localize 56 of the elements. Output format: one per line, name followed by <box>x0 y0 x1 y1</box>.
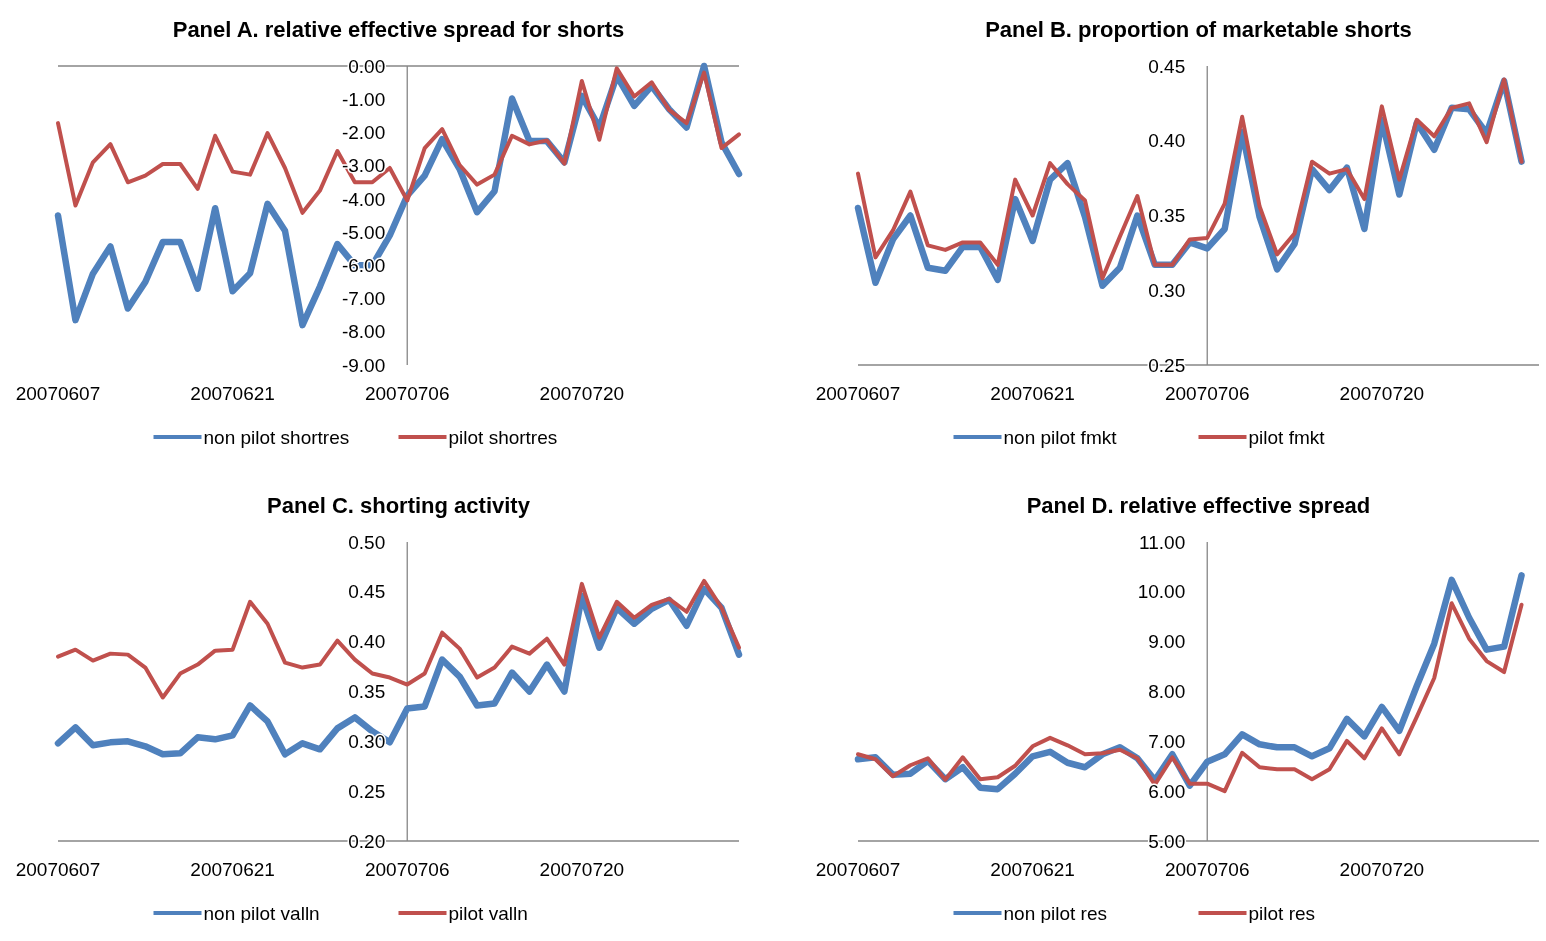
y-tick-label: 0.25 <box>348 780 386 802</box>
y-tick-label: 0.35 <box>1148 205 1186 227</box>
y-tick-label: 0.20 <box>348 830 386 852</box>
y-tick-label: 0.30 <box>1148 279 1186 301</box>
x-tick-label: 20070621 <box>190 859 275 880</box>
x-tick-label: 20070621 <box>990 859 1075 880</box>
y-tick-label: -1.00 <box>341 88 386 110</box>
y-tick-label: -7.00 <box>341 288 386 310</box>
x-tick-label: 20070607 <box>15 383 101 404</box>
x-tick-label: 20070621 <box>190 383 275 404</box>
x-tick-label: 20070720 <box>1339 859 1425 880</box>
y-tick-label: 0.25 <box>1148 354 1186 376</box>
y-tick-label: 7.00 <box>1148 730 1186 752</box>
x-tick-label: 20070720 <box>1339 383 1425 404</box>
x-tick-label: 20070621 <box>990 383 1075 404</box>
y-tick-label: 0.30 <box>348 730 386 752</box>
legend-label: non pilot valln <box>203 902 320 924</box>
chart-title: Panel A. relative effective spread for shorts <box>172 17 625 42</box>
y-tick-label: -5.00 <box>341 221 386 243</box>
legend-label: pilot shortres <box>448 426 558 448</box>
legend-label: non pilot shortres <box>203 426 350 448</box>
x-tick-label: 20070607 <box>15 859 101 880</box>
y-tick-label: 0.40 <box>348 631 386 653</box>
x-tick-label: 20070720 <box>539 383 625 404</box>
y-tick-label: 6.00 <box>1148 780 1186 802</box>
x-tick-label: 20070706 <box>1164 859 1250 880</box>
legend-label: non pilot res <box>1003 902 1108 924</box>
legend-label: non pilot fmkt <box>1003 426 1118 448</box>
y-tick-label: -9.00 <box>341 354 386 376</box>
y-tick-label: 11.00 <box>1139 531 1186 553</box>
x-tick-label: 20070706 <box>364 383 450 404</box>
y-tick-label: -4.00 <box>341 188 386 210</box>
y-tick-label: 0.45 <box>1148 55 1186 77</box>
x-tick-label: 20070607 <box>815 859 901 880</box>
y-tick-label: 0.45 <box>348 581 386 603</box>
y-tick-label: 0.50 <box>348 531 386 553</box>
legend-label: pilot fmkt <box>1248 426 1326 448</box>
chart-title: Panel D. relative effective spread <box>1026 493 1371 518</box>
y-tick-label: 0.00 <box>348 55 386 77</box>
chart-title: Panel C. shorting activity <box>267 493 531 518</box>
y-tick-label: 0.40 <box>1148 130 1186 152</box>
x-tick-label: 20070607 <box>815 383 901 404</box>
x-tick-label: 20070706 <box>364 859 450 880</box>
x-tick-label: 20070720 <box>539 859 625 880</box>
legend-label: pilot res <box>1248 902 1316 924</box>
y-tick-label: -8.00 <box>341 321 386 343</box>
legend-label: pilot valln <box>448 902 528 924</box>
y-tick-label: 10.00 <box>1137 581 1186 603</box>
y-tick-label: 9.00 <box>1148 631 1186 653</box>
chart-title: Panel B. proportion of marketable shorts <box>985 17 1412 42</box>
y-tick-label: 5.00 <box>1148 830 1186 852</box>
x-tick-label: 20070706 <box>1164 383 1250 404</box>
y-tick-label: -2.00 <box>341 122 386 144</box>
line-series <box>56 578 741 700</box>
y-tick-label: 0.35 <box>348 681 386 703</box>
y-tick-label: 8.00 <box>1148 681 1186 703</box>
